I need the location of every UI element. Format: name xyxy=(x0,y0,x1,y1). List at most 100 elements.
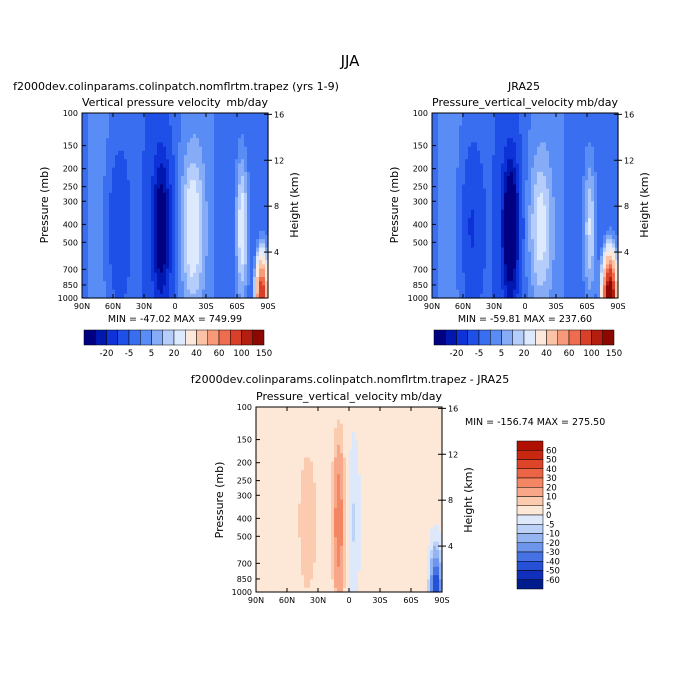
heatmap-cell xyxy=(453,260,457,265)
heatmap-cell xyxy=(447,281,451,286)
heatmap-cell xyxy=(456,150,460,156)
heatmap-cell xyxy=(259,176,263,181)
heatmap-cell xyxy=(214,268,218,274)
heatmap-cell xyxy=(145,281,149,286)
heatmap-cell xyxy=(121,121,125,127)
heatmap-cell xyxy=(187,129,191,135)
heatmap-cell xyxy=(133,150,137,156)
heatmap-cell xyxy=(208,171,212,177)
heatmap-cell xyxy=(175,230,179,236)
heatmap-cell xyxy=(238,264,242,270)
heatmap-cell xyxy=(163,213,167,219)
heatmap-cell xyxy=(462,281,466,286)
heatmap-cell xyxy=(438,243,442,249)
colorbar-label: 100 xyxy=(233,349,249,359)
heatmap-cell xyxy=(178,150,182,156)
heatmap-cell xyxy=(187,247,191,253)
heatmap-cell xyxy=(160,281,164,286)
heatmap-cell xyxy=(265,171,269,177)
heatmap-cell xyxy=(121,255,125,261)
heatmap-cell xyxy=(483,218,487,223)
heatmap-cell xyxy=(250,150,254,156)
heatmap-cell xyxy=(91,167,95,173)
heatmap-cell xyxy=(247,209,251,215)
heatmap-cell xyxy=(202,289,206,295)
heatmap-cell xyxy=(109,218,113,223)
heatmap-cell xyxy=(97,188,101,194)
y-tick-label: 150 xyxy=(63,142,78,151)
heatmap-cell xyxy=(196,289,200,295)
heatmap-cell xyxy=(187,163,191,169)
heatmap-cell xyxy=(262,285,266,291)
heatmap-cell xyxy=(193,176,197,181)
heatmap-cell xyxy=(483,234,487,240)
heatmap-cell xyxy=(193,163,197,169)
heatmap-cell xyxy=(202,125,206,131)
heatmap-cell xyxy=(100,125,104,131)
heatmap-cell xyxy=(471,146,475,152)
heatmap-cell xyxy=(196,260,200,265)
heatmap-cell xyxy=(184,146,188,152)
heatmap-cell xyxy=(127,247,131,253)
heatmap-cell xyxy=(193,226,197,232)
heatmap-cell xyxy=(154,192,158,198)
heatmap-cell xyxy=(226,163,230,169)
heatmap-cell xyxy=(477,121,481,127)
heatmap-cell xyxy=(91,239,95,244)
heatmap-cell xyxy=(226,192,230,198)
heatmap-cell xyxy=(459,226,463,232)
heatmap-cell xyxy=(432,255,436,261)
heatmap-cell xyxy=(223,121,227,127)
heatmap-cell xyxy=(115,218,119,223)
colorbar-label: 20 xyxy=(169,349,180,359)
heatmap-cell xyxy=(235,264,239,270)
heatmap-cell xyxy=(166,218,170,223)
heatmap-cell xyxy=(226,293,230,299)
heatmap-cell xyxy=(456,285,460,291)
heatmap-cell xyxy=(202,188,206,194)
heatmap-cell xyxy=(495,218,499,223)
heatmap-cell xyxy=(187,146,191,152)
heatmap-cell xyxy=(100,272,104,278)
heatmap-cell xyxy=(232,226,236,232)
heatmap-cell xyxy=(450,192,454,198)
heatmap-cell xyxy=(480,155,484,160)
heatmap-cell xyxy=(85,163,89,169)
heatmap-cell xyxy=(229,264,233,270)
heatmap-cell xyxy=(136,192,140,198)
heatmap-cell xyxy=(94,218,98,223)
heatmap-cell xyxy=(127,176,131,181)
heatmap-cell xyxy=(250,234,254,240)
heatmap-cell xyxy=(214,293,218,299)
heatmap-cell xyxy=(441,293,445,299)
heatmap-cell xyxy=(85,230,89,236)
heatmap-cell xyxy=(112,230,116,236)
heatmap-cell xyxy=(82,260,86,265)
heatmap-cell xyxy=(121,197,125,202)
heatmap-cell xyxy=(121,113,125,118)
heatmap-cell xyxy=(456,293,460,299)
heatmap-cell xyxy=(190,188,194,194)
heatmap-cell xyxy=(151,171,155,177)
heatmap-cell xyxy=(259,197,263,202)
heatmap-cell xyxy=(244,268,248,274)
heatmap-cell xyxy=(109,129,113,135)
heatmap-cell xyxy=(435,281,439,286)
heatmap-cell xyxy=(97,243,101,249)
heatmap-cell xyxy=(477,243,481,249)
heatmap-cell xyxy=(456,155,460,160)
heatmap-cell xyxy=(256,159,260,165)
y2-tick-label: 8 xyxy=(274,202,279,211)
colorbar-label: 5 xyxy=(149,349,154,359)
heatmap-cell xyxy=(495,251,499,257)
heatmap-cell xyxy=(253,188,257,194)
heatmap-cell xyxy=(160,134,164,139)
heatmap-cell xyxy=(471,171,475,177)
heatmap-cell xyxy=(133,285,137,291)
heatmap-cell xyxy=(148,289,152,295)
heatmap-cell xyxy=(121,125,125,131)
heatmap-cell xyxy=(94,142,98,148)
heatmap-cell xyxy=(121,293,125,299)
heatmap-cell xyxy=(265,159,269,165)
heatmap-cell xyxy=(199,247,203,253)
